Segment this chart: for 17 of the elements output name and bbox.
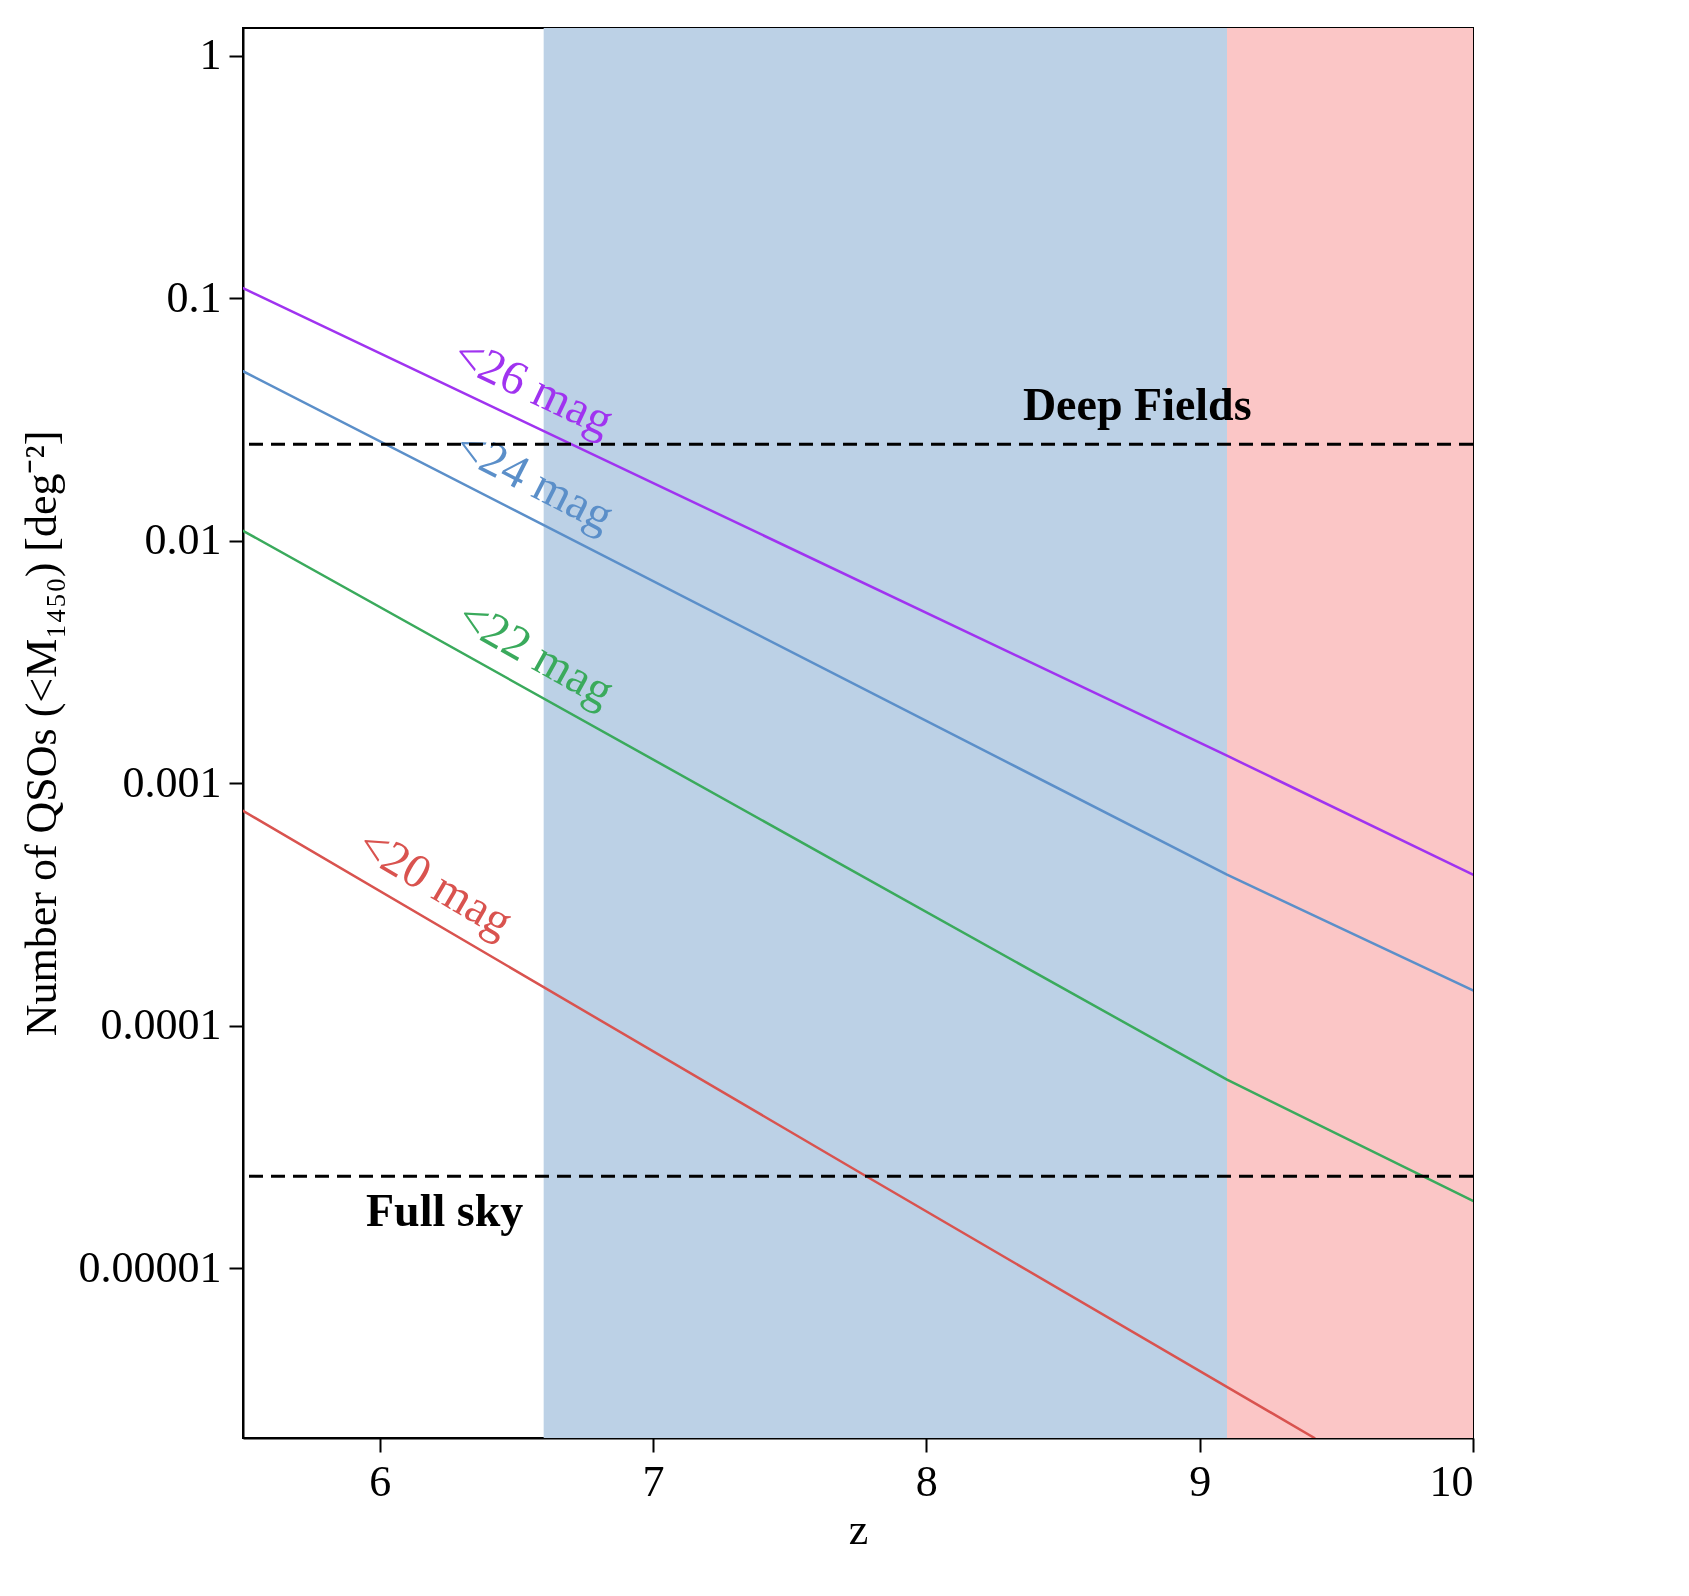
x-axis-title: z [848,1504,869,1554]
y-tick-label: 0.01 [144,515,222,565]
x-tick-label: 10 [1429,1456,1474,1506]
y-axis-title: Number of QSOs (<M₁₄₅₀) [deg⁻²] [16,430,66,1037]
text: <22 mag [449,588,624,718]
ref-line-label: Deep Fields [1022,379,1252,431]
ref-line-label: Full sky [366,1185,524,1237]
x-tick-label: 8 [915,1456,938,1506]
text: <20 mag [349,815,523,948]
y-tick-label: 0.00001 [78,1242,222,1292]
y-tick-label: 0.1 [166,272,222,322]
x-tick-label: 6 [369,1456,392,1506]
y-tick-label: 0.0001 [100,1000,222,1050]
y-tick-label: 0.001 [122,757,222,807]
y-tick-label: 1 [199,30,222,80]
x-tick-label: 7 [642,1456,665,1506]
x-tick-label: 9 [1189,1456,1212,1506]
